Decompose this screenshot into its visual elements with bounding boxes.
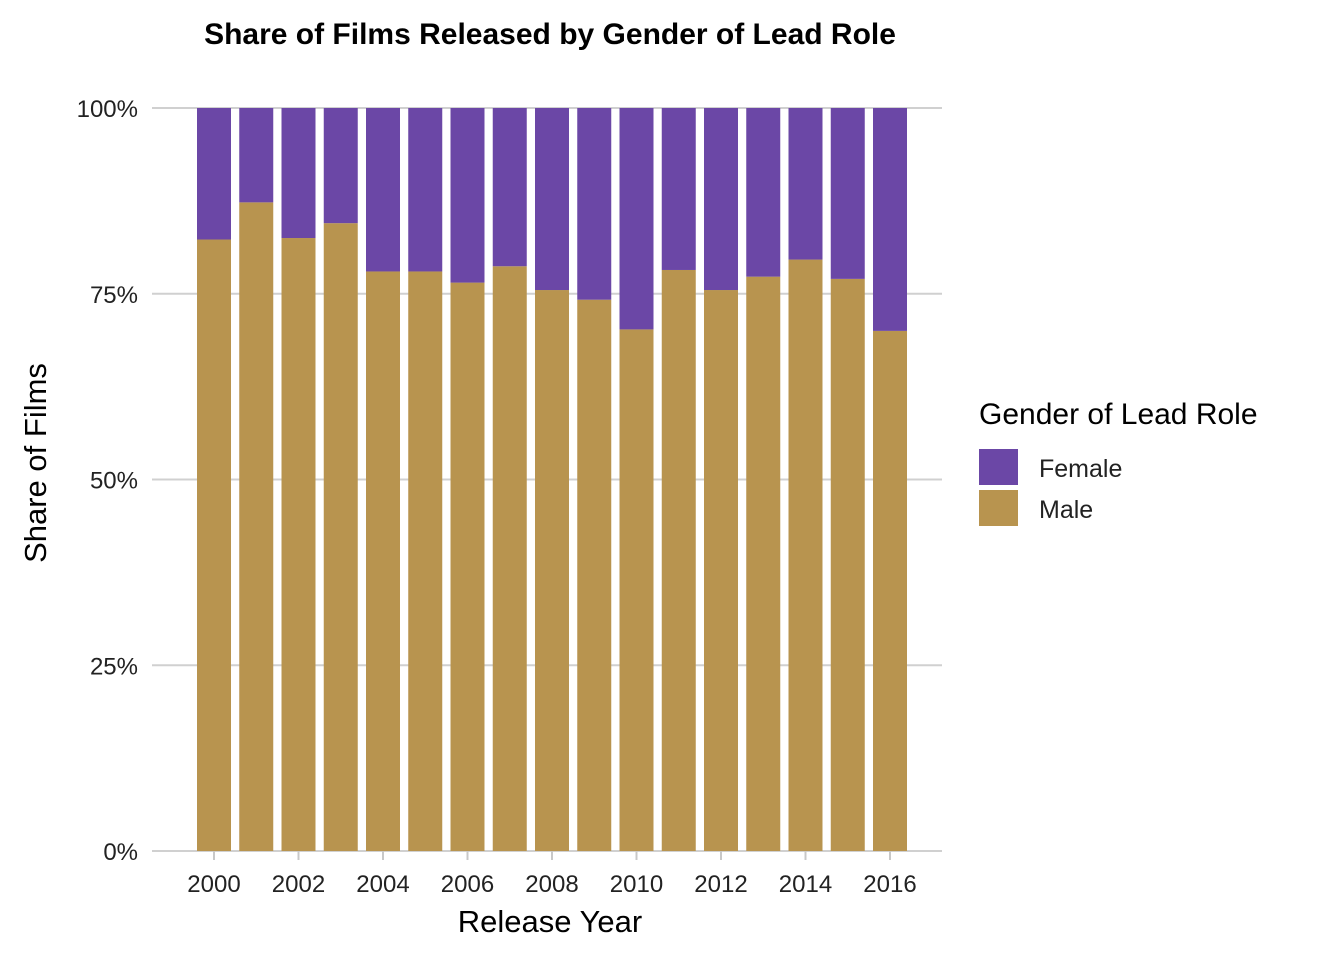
bar-male-2015 <box>830 278 865 851</box>
bar-female-2012 <box>704 108 738 291</box>
bar-male-2010 <box>619 329 654 851</box>
bar-female-2003 <box>323 108 358 224</box>
x-axis-label: Release Year <box>458 904 642 939</box>
bar-female-2001 <box>239 108 274 203</box>
bar-male-2001 <box>239 202 274 852</box>
bar-female-2016 <box>873 108 907 331</box>
bar-female-2015 <box>830 108 865 279</box>
bar-male-2003 <box>323 223 358 852</box>
bar-female-2004 <box>366 108 400 272</box>
x-tick-label: 2000 <box>187 871 240 898</box>
chart-title: Share of Films Released by Gender of Lea… <box>204 18 896 51</box>
legend-label-female: Female <box>1039 455 1122 483</box>
x-tick-label: 2006 <box>441 871 494 898</box>
y-tick-label: 0% <box>103 839 138 866</box>
bar-female-2009 <box>577 108 612 300</box>
bar-male-2014 <box>788 259 823 851</box>
bar-male-2009 <box>577 299 612 852</box>
bar-female-2011 <box>661 108 696 270</box>
y-tick-label: 75% <box>90 282 138 309</box>
legend: Gender of Lead Role Female Male <box>979 398 1258 526</box>
bar-male-2002 <box>281 238 316 851</box>
y-tick-label: 25% <box>90 653 138 680</box>
bar-female-2008 <box>535 108 569 291</box>
bar-male-2012 <box>704 290 738 851</box>
legend-swatch-female <box>979 449 1018 485</box>
bar-male-2006 <box>450 282 485 852</box>
bar-female-2005 <box>408 108 443 272</box>
bars <box>197 108 907 852</box>
x-tick-label: 2014 <box>779 871 832 898</box>
x-tick-label: 2008 <box>525 871 578 898</box>
bar-male-2016 <box>873 330 907 851</box>
bar-female-2007 <box>492 108 527 267</box>
bar-female-2014 <box>788 108 823 260</box>
y-axis: 0% 25% 50% 75% 100% <box>77 96 138 866</box>
x-tick-label: 2010 <box>610 871 663 898</box>
x-tick-label: 2004 <box>356 871 409 898</box>
bar-male-2005 <box>408 271 443 852</box>
bar-male-2004 <box>366 271 400 852</box>
bar-male-2007 <box>492 266 527 851</box>
bar-female-2002 <box>281 108 316 239</box>
x-tick-label: 2002 <box>272 871 325 898</box>
legend-label-male: Male <box>1039 496 1093 524</box>
bar-male-2008 <box>535 290 569 851</box>
legend-title: Gender of Lead Role <box>979 398 1258 431</box>
x-axis: 2000 2002 2004 2006 2008 2010 2012 2014 2016 <box>187 851 917 898</box>
bar-male-2011 <box>661 269 696 851</box>
bar-female-2010 <box>619 108 654 330</box>
y-axis-label: Share of Films <box>18 363 53 563</box>
bar-female-2006 <box>450 108 485 283</box>
y-tick-label: 100% <box>77 96 138 123</box>
bar-female-2000 <box>197 108 231 240</box>
bar-female-2013 <box>746 108 781 277</box>
bar-male-2000 <box>197 239 231 852</box>
bar-male-2013 <box>746 276 781 851</box>
x-tick-label: 2016 <box>863 871 916 898</box>
y-tick-label: 50% <box>90 468 138 495</box>
x-tick-label: 2012 <box>694 871 747 898</box>
legend-swatch-male <box>979 490 1018 526</box>
